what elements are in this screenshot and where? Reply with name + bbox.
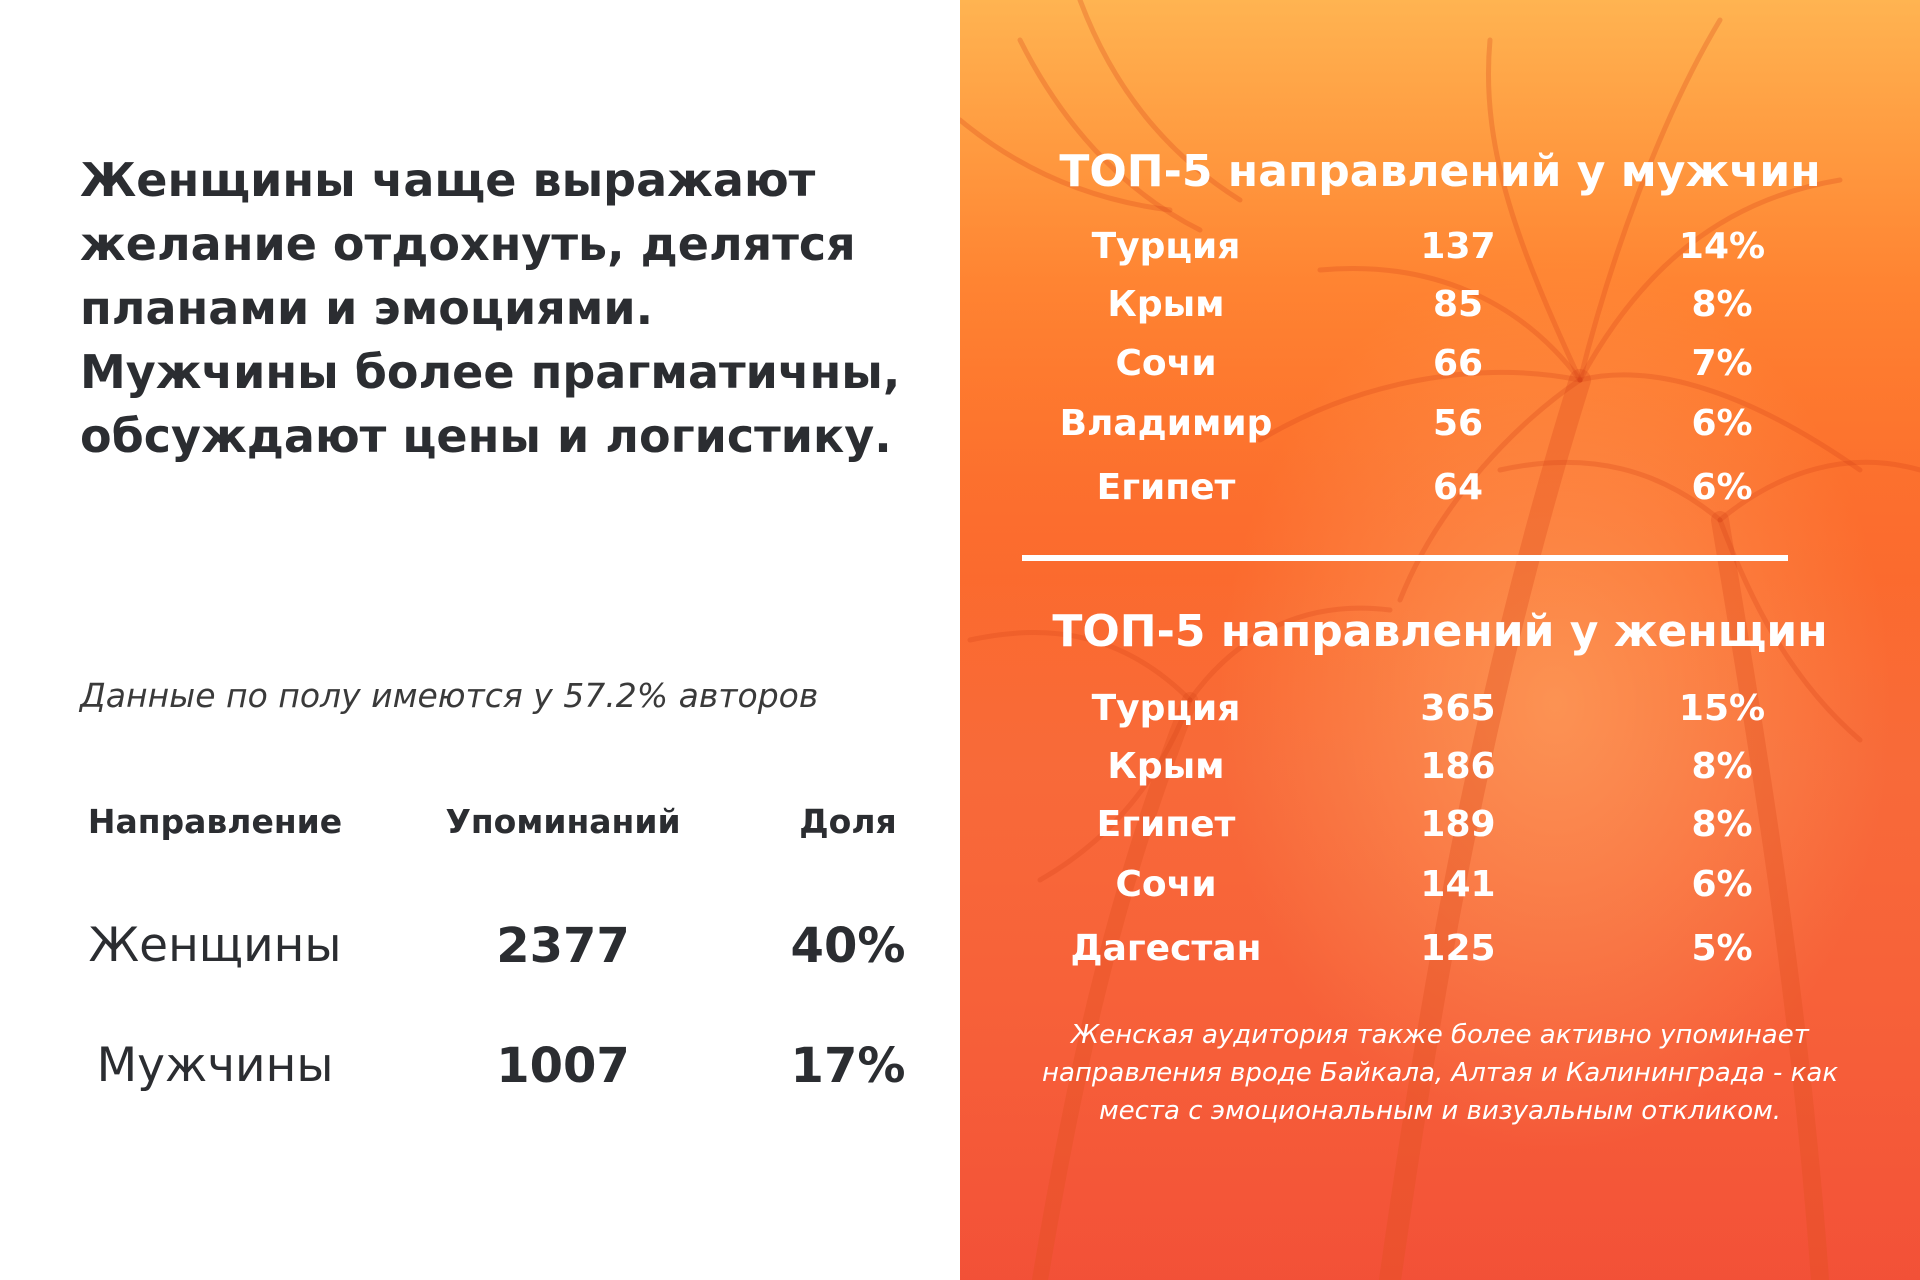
women-destination-name: Сочи [1115, 864, 1217, 905]
left-panel: Женщины чаще выражают желание отдохнуть,… [80, 148, 940, 1094]
summary-heading-line: желание отдохнуть, делятся [80, 217, 856, 271]
men-destination-share: 7% [1691, 343, 1753, 384]
men-destination-name: Крым [1107, 284, 1225, 325]
gender-table-header-share: Доля [799, 802, 897, 841]
men-destination-mentions: 137 [1420, 226, 1496, 267]
men-destination-mentions: 66 [1432, 343, 1484, 384]
women-destination-name: Дагестан [1070, 928, 1262, 969]
men-destination-mentions: 56 [1432, 403, 1484, 444]
women-destination-mentions: 189 [1420, 804, 1496, 845]
women-top5-title: ТОП-5 направлений у женщин [1052, 606, 1828, 657]
summary-heading-line: Мужчины более прагматичны, [80, 345, 901, 399]
section-divider [1022, 555, 1788, 561]
women-destination-share: 8% [1691, 746, 1753, 787]
women-destination-share: 8% [1691, 804, 1753, 845]
women-destination-mentions: 141 [1420, 864, 1496, 905]
women-destination-name: Турция [1091, 688, 1241, 729]
data-coverage-note: Данные по полу имеются у 57.2% авторов [80, 676, 819, 715]
footnote-line: направления вроде Байкала, Алтая и Калин… [1041, 1058, 1839, 1088]
women-destination-share: 6% [1691, 864, 1753, 905]
summary-heading-line: Женщины чаще выражают [80, 153, 816, 207]
women-destination-share: 15% [1678, 688, 1766, 729]
women-destination-mentions: 186 [1420, 746, 1496, 787]
men-destination-mentions: 85 [1432, 284, 1484, 325]
footnote-line: Женская аудитория также более активно уп… [1071, 1020, 1809, 1050]
palm-trees-background-image [960, 0, 1920, 1280]
women-destination-share: 5% [1691, 928, 1753, 969]
women-destination-mentions: 125 [1420, 928, 1496, 969]
gender-table-header-mentions: Упоминаний [445, 802, 681, 841]
men-destination-name: Турция [1091, 226, 1241, 267]
women-footnote: Женская аудитория также более активно уп… [1000, 1016, 1880, 1130]
gender-row-name: Женщины [88, 918, 342, 973]
men-destination-name: Сочи [1115, 343, 1217, 384]
men-destination-share: 6% [1691, 467, 1753, 508]
men-destination-name: Египет [1096, 467, 1236, 508]
men-destination-share: 14% [1678, 226, 1766, 267]
gender-row-name: Мужчины [96, 1038, 334, 1093]
men-destination-share: 8% [1691, 284, 1753, 325]
summary-heading-line: обсуждают цены и логистику. [80, 409, 892, 463]
women-destination-name: Египет [1096, 804, 1236, 845]
men-destination-share: 6% [1691, 403, 1753, 444]
women-destination-name: Крым [1107, 746, 1225, 787]
women-destination-mentions: 365 [1420, 688, 1496, 729]
gender-row-share: 40% [790, 918, 906, 974]
men-top5-title: ТОП-5 направлений у мужчин [1059, 146, 1821, 197]
men-destination-mentions: 64 [1432, 467, 1484, 508]
footnote-line: места с эмоциональным и визуальным откли… [1098, 1096, 1782, 1126]
destinations-panel: ТОП-5 направлений у мужчин Турция 137 14… [960, 0, 1920, 1280]
gender-row-share: 17% [790, 1038, 906, 1094]
gender-table-header-direction: Направление [87, 802, 343, 841]
summary-heading-line: планами и эмоциями. [80, 281, 654, 335]
men-destination-name: Владимир [1059, 403, 1273, 444]
summary-heading: Женщины чаще выражают желание отдохнуть,… [80, 148, 940, 468]
gender-row-mentions: 2377 [496, 918, 630, 974]
gender-row-mentions: 1007 [496, 1038, 630, 1094]
